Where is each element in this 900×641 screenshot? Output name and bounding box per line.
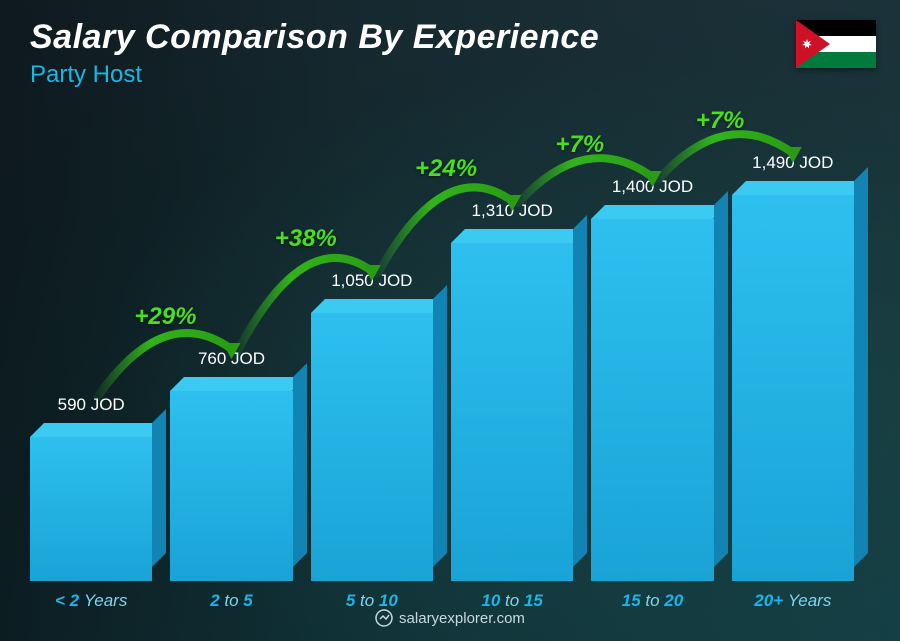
bar-top <box>311 299 433 313</box>
logo-icon <box>375 609 393 627</box>
growth-pct-label: +7% <box>696 107 745 135</box>
bar-top <box>451 229 573 243</box>
bar-column: 1,490 JOD 20+ Years <box>732 153 854 581</box>
x-axis-label: 2 to 5 <box>170 591 292 611</box>
x-axis-label: 20+ Years <box>732 591 854 611</box>
bar-front <box>30 437 152 581</box>
bar-column: 1,400 JOD 15 to 20 <box>591 177 713 581</box>
x-axis-label: 10 to 15 <box>451 591 573 611</box>
bar-side <box>293 363 307 567</box>
bar-front <box>170 391 292 581</box>
bar-side <box>854 167 868 567</box>
bar-value-label: 1,310 JOD <box>472 201 553 221</box>
bar-side <box>433 285 447 567</box>
bar-front <box>732 195 854 581</box>
page-subtitle: Party Host <box>30 61 870 89</box>
growth-pct-label: +29% <box>134 303 196 331</box>
bar-top <box>591 205 713 219</box>
bar-side <box>573 215 587 567</box>
bar-value-label: 590 JOD <box>58 395 125 415</box>
x-axis-label: 15 to 20 <box>591 591 713 611</box>
bar-column: 760 JOD 2 to 5 <box>170 349 292 581</box>
bar-column: 1,310 JOD 10 to 15 <box>451 201 573 581</box>
bar-top <box>30 423 152 437</box>
bar-column: 1,050 JOD 5 to 10 <box>311 271 433 581</box>
bar-column: 590 JOD < 2 Years <box>30 395 152 581</box>
bar-side <box>152 409 166 567</box>
bar-top <box>170 377 292 391</box>
bar-value-label: 1,490 JOD <box>752 153 833 173</box>
bar-value-label: 1,400 JOD <box>612 177 693 197</box>
growth-pct-label: +24% <box>415 155 477 183</box>
footer: salaryexplorer.com <box>0 609 900 631</box>
footer-text: salaryexplorer.com <box>399 610 525 627</box>
bar-front <box>311 313 433 581</box>
growth-pct-label: +7% <box>555 131 604 159</box>
bar-value-label: 1,050 JOD <box>331 271 412 291</box>
bar-chart: 590 JOD < 2 Years 760 JOD 2 to 5 1,050 J… <box>30 91 854 581</box>
bar-side <box>714 191 728 567</box>
bar-value-label: 760 JOD <box>198 349 265 369</box>
bar-front <box>591 219 713 581</box>
growth-pct-label: +38% <box>275 225 337 253</box>
page-title: Salary Comparison By Experience <box>30 18 870 57</box>
x-axis-label: < 2 Years <box>30 591 152 611</box>
flag-jordan: M0.00,-5.00 L0.95,-1.98 L3.91,-3.12 L2.1… <box>796 20 876 68</box>
bar-top <box>732 181 854 195</box>
x-axis-label: 5 to 10 <box>311 591 433 611</box>
bar-front <box>451 243 573 581</box>
